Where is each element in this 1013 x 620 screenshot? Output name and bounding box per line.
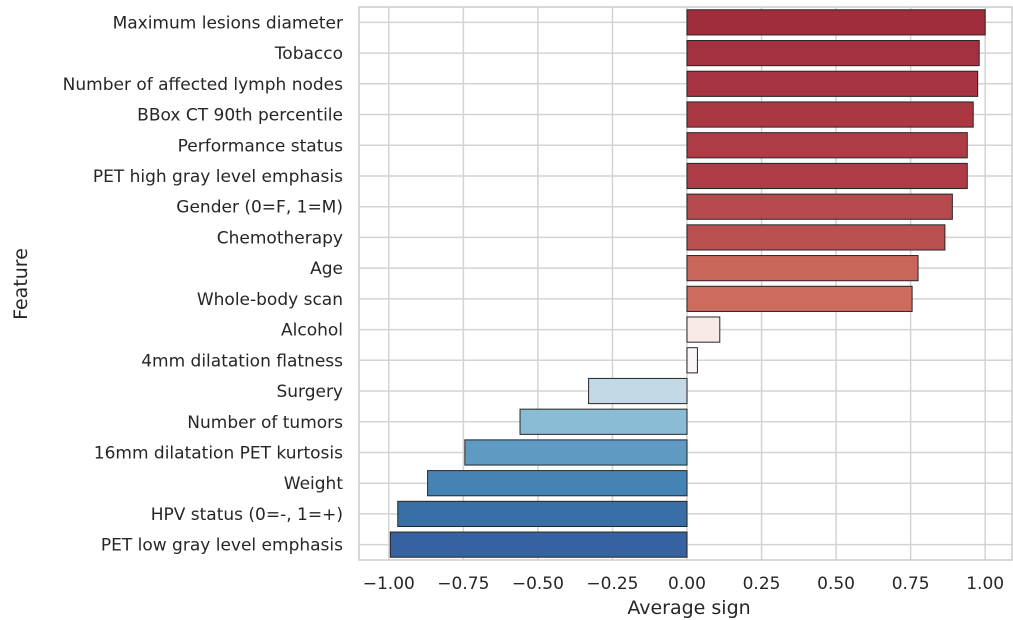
- bar: [464, 439, 688, 466]
- bar: [686, 39, 980, 67]
- bar: [686, 347, 698, 374]
- x-tick-label: 0.75: [892, 574, 930, 594]
- y-tick-label: Surgery: [276, 382, 343, 402]
- y-tick-label: Performance status: [178, 136, 344, 156]
- bar: [397, 500, 688, 528]
- y-tick-label: Chemotherapy: [217, 228, 343, 248]
- x-axis-label: Average sign: [627, 597, 750, 619]
- bar: [686, 162, 968, 190]
- y-tick-label: Number of tumors: [187, 413, 343, 433]
- x-tick-label: 0.50: [817, 574, 855, 594]
- y-tick-label: HPV status (0=-, 1=+): [151, 505, 343, 525]
- y-tick-label: PET low gray level emphasis: [101, 536, 343, 556]
- bar: [686, 224, 946, 251]
- y-tick-label: Weight: [284, 474, 344, 494]
- y-tick-label: Alcohol: [281, 321, 343, 341]
- x-tick-label: −0.50: [512, 574, 564, 594]
- y-tick-label: 4mm dilatation flatness: [141, 351, 343, 371]
- bar: [519, 408, 688, 435]
- bar: [588, 377, 688, 405]
- bars: [389, 9, 986, 558]
- y-tick-label: 16mm dilatation PET kurtosis: [94, 443, 343, 463]
- bar: [686, 316, 721, 343]
- y-category-labels: Maximum lesions diameter Tobacco Number of…: [63, 13, 344, 555]
- bar: [686, 101, 974, 128]
- bar: [686, 285, 913, 312]
- x-tick-label: 0.25: [743, 574, 781, 594]
- y-tick-label: BBox CT 90th percentile: [137, 106, 343, 126]
- bar: [686, 9, 986, 36]
- y-tick-label: Age: [310, 259, 343, 279]
- plot-frame: [358, 6, 1013, 561]
- y-tick-label: Number of affected lymph nodes: [63, 75, 343, 95]
- bar: [686, 132, 968, 159]
- y-tick-label: Tobacco: [274, 44, 343, 64]
- x-tick-label: 0.00: [668, 574, 706, 594]
- bar: [686, 193, 953, 220]
- y-tick-label: Gender (0=F, 1=M): [176, 198, 343, 218]
- y-tick-label: Maximum lesions diameter: [113, 13, 343, 33]
- y-tick-label: PET high gray level emphasis: [93, 167, 343, 187]
- bar: [686, 70, 979, 97]
- x-tick-label: −0.75: [437, 574, 489, 594]
- bar: [427, 470, 688, 497]
- y-tick-label: Whole-body scan: [197, 290, 343, 310]
- bar: [686, 255, 919, 282]
- x-tick-label: −1.00: [363, 574, 415, 594]
- x-tick-labels: −1.00 −0.75 −0.50 −0.25 0.00 0.25 0.50 0.75 1.00: [363, 574, 1004, 594]
- bar: [389, 531, 688, 558]
- x-tick-label: −0.25: [586, 574, 638, 594]
- y-axis-label: Feature: [10, 248, 32, 320]
- x-tick-label: 1.00: [966, 574, 1004, 594]
